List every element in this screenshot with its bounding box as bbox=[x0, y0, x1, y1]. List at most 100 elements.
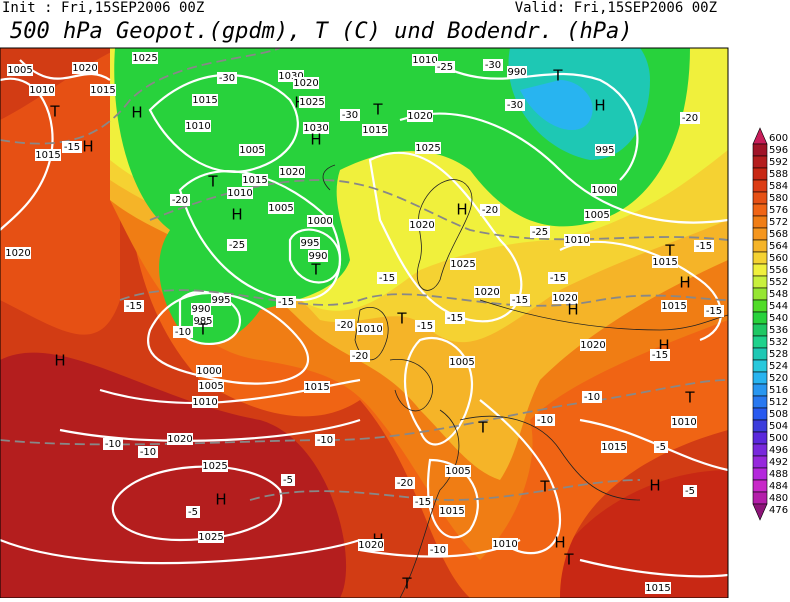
colorbar-tick-label: 552 bbox=[769, 277, 788, 288]
contour-label: 1025 bbox=[202, 461, 227, 472]
label-background bbox=[450, 258, 476, 270]
contour-label: 990 bbox=[191, 304, 210, 315]
pressure-center-label: T bbox=[49, 103, 60, 121]
label-background bbox=[62, 141, 82, 153]
label-background bbox=[132, 52, 158, 64]
pressure-center-label: T bbox=[207, 173, 218, 191]
colorbar-tick-label: 504 bbox=[769, 421, 788, 432]
contour-label: -15 bbox=[64, 142, 80, 153]
contour-label: 995 bbox=[300, 238, 319, 249]
colorbar-tick-label: 528 bbox=[769, 349, 788, 360]
colorbar-swatch bbox=[752, 323, 768, 337]
label-background bbox=[435, 61, 455, 73]
label-background bbox=[303, 122, 329, 134]
colorbar-tick-label: 524 bbox=[769, 361, 788, 372]
contour-label: 1020 bbox=[580, 340, 605, 351]
contour-label: 1010 bbox=[185, 121, 210, 132]
contour-label: 1015 bbox=[439, 506, 464, 517]
colorbar-tick-label: 500 bbox=[769, 433, 788, 444]
pressure-center-label: H bbox=[567, 301, 578, 319]
label-background bbox=[185, 120, 211, 132]
colorbar-tick-label: 596 bbox=[769, 145, 788, 156]
colorbar-tick-label: 564 bbox=[769, 241, 788, 252]
colorbar-swatch bbox=[752, 143, 768, 157]
valid-time: Valid: Fri,15SEP2006 00Z bbox=[515, 0, 717, 16]
contour-label: -15 bbox=[652, 350, 668, 361]
colorbar-swatch bbox=[752, 179, 768, 193]
colorbar-tick-label: 568 bbox=[769, 229, 788, 240]
contour-label: 1020 bbox=[279, 167, 304, 178]
contour-label: 1020 bbox=[358, 540, 383, 551]
colorbar-swatch bbox=[752, 155, 768, 169]
colorbar-swatch bbox=[752, 347, 768, 361]
contour-label: -30 bbox=[507, 100, 523, 111]
label-background bbox=[124, 300, 144, 312]
colorbar-tick-label: 580 bbox=[769, 193, 788, 204]
pressure-center-label: H bbox=[231, 206, 242, 224]
pressure-center-label: H bbox=[310, 131, 321, 149]
label-background bbox=[7, 64, 33, 76]
colorbar-tick-label: 576 bbox=[769, 205, 788, 216]
contour-label: 1025 bbox=[198, 532, 223, 543]
contour-label: -30 bbox=[485, 60, 501, 71]
contour-label: 1015 bbox=[601, 442, 626, 453]
label-background bbox=[704, 305, 724, 317]
contour-label: 1020 bbox=[474, 287, 499, 298]
contour-label: -10 bbox=[317, 435, 333, 446]
label-background bbox=[409, 219, 435, 231]
contour-label: -30 bbox=[219, 73, 235, 84]
label-background bbox=[192, 396, 218, 408]
contour-label: -15 bbox=[706, 306, 722, 317]
label-background bbox=[591, 184, 617, 196]
contour-label: 1030 bbox=[303, 123, 328, 134]
contour-label: -15 bbox=[550, 273, 566, 284]
label-background bbox=[413, 496, 433, 508]
label-background bbox=[103, 438, 123, 450]
colorbar-tick-label: 544 bbox=[769, 301, 788, 312]
label-background bbox=[304, 381, 330, 393]
contour-label: 985 bbox=[193, 316, 212, 327]
contour-label: 1000 bbox=[591, 185, 616, 196]
contour-label: 1010 bbox=[227, 188, 252, 199]
label-background bbox=[395, 477, 415, 489]
contour-label: 1005 bbox=[239, 145, 264, 156]
contour-label: -15 bbox=[417, 321, 433, 332]
colorbar-swatch bbox=[752, 371, 768, 385]
pressure-center-label: T bbox=[664, 242, 675, 260]
colorbar-swatch bbox=[752, 455, 768, 469]
label-background bbox=[202, 460, 228, 472]
label-background bbox=[439, 505, 465, 517]
label-background bbox=[480, 204, 500, 216]
contour-label: 1015 bbox=[35, 150, 60, 161]
label-background bbox=[582, 391, 602, 403]
colorbar-swatch bbox=[752, 227, 768, 241]
label-background bbox=[191, 303, 211, 315]
contour-label: 1010 bbox=[192, 397, 217, 408]
label-background bbox=[268, 202, 294, 214]
contour-label: -15 bbox=[278, 297, 294, 308]
label-background bbox=[362, 124, 388, 136]
colorbar-tick-label: 584 bbox=[769, 181, 788, 192]
colorbar-tick-label: 556 bbox=[769, 265, 788, 276]
colorbar-swatch bbox=[752, 299, 768, 313]
label-background bbox=[242, 174, 268, 186]
label-background bbox=[661, 300, 687, 312]
contour-label: 1020 bbox=[552, 293, 577, 304]
contour-label: 1005 bbox=[445, 466, 470, 477]
label-background bbox=[227, 187, 253, 199]
label-background bbox=[340, 109, 360, 121]
map-title: 500 hPa Geopot.(gpdm), T (C) und Bodendr… bbox=[10, 19, 633, 44]
label-background bbox=[227, 239, 247, 251]
colorbar-swatch bbox=[752, 311, 768, 325]
colorbar-tick-label: 516 bbox=[769, 385, 788, 396]
colorbar-tick-label: 560 bbox=[769, 253, 788, 264]
contour-label: 1015 bbox=[192, 95, 217, 106]
label-background bbox=[211, 294, 231, 306]
contour-label: -10 bbox=[140, 447, 156, 458]
contour-label: -25 bbox=[229, 240, 245, 251]
contour-label: 1000 bbox=[307, 216, 332, 227]
colorbar-swatch bbox=[752, 431, 768, 445]
label-background bbox=[335, 319, 355, 331]
contour-label: 1030 bbox=[278, 71, 303, 82]
pressure-center-label: H bbox=[554, 534, 565, 552]
